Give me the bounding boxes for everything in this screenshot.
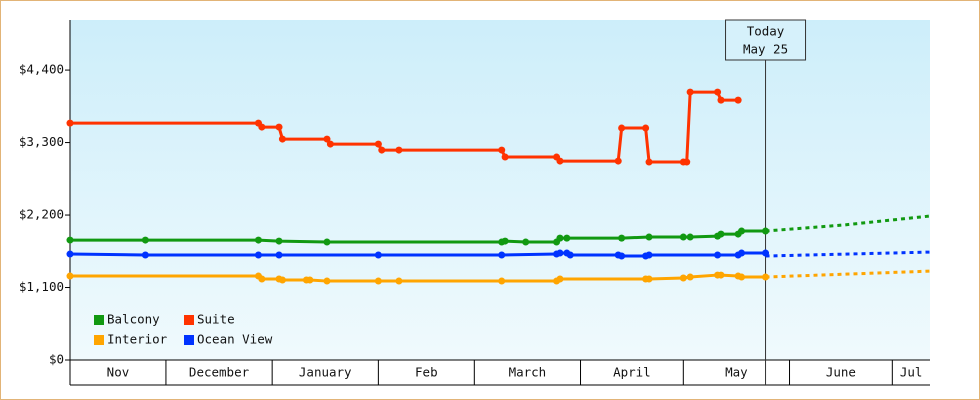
data-point [498,146,506,154]
data-point [618,252,626,260]
data-point [275,251,283,259]
y-tick-label: $1,100 [19,279,64,294]
forecast-line [765,250,931,258]
data-point [378,146,386,154]
data-point [717,271,725,279]
data-point [714,251,722,259]
data-point [614,157,622,165]
data-point [762,249,770,257]
data-point [258,123,266,131]
data-point [522,238,530,246]
y-tick-label: $0 [49,352,64,367]
data-point [66,119,74,127]
data-point [679,233,687,241]
data-point [679,274,687,282]
data-point [686,88,694,96]
data-point [66,236,74,244]
data-point [645,158,653,166]
data-point [762,227,770,235]
data-point [498,251,506,259]
data-point [556,234,564,242]
x-tick-label: Feb [415,365,438,380]
data-point [323,277,331,285]
today-label: May 25 [743,42,788,57]
data-point [278,135,286,143]
data-point [141,251,149,259]
data-point [645,233,653,241]
legend-swatch [94,315,104,325]
data-point [556,275,564,283]
data-point [738,227,746,235]
data-point [738,249,746,257]
data-point [395,277,403,285]
data-point [645,275,653,283]
forecast-line [765,269,931,279]
data-point [717,230,725,238]
data-point [254,236,262,244]
data-point [734,96,742,104]
data-point [683,158,691,166]
data-point [642,124,650,132]
data-point [501,237,509,245]
data-point [254,251,262,259]
data-point [323,135,331,143]
x-tick-label: Jul [900,365,923,380]
data-point [686,273,694,281]
legend-label: Ocean View [197,332,273,347]
today-box [725,19,807,61]
data-point [395,146,403,154]
legend-swatch [184,315,194,325]
data-point [323,238,331,246]
data-point [645,251,653,259]
data-point [498,277,506,285]
data-point [618,234,626,242]
data-point [618,124,626,132]
legend-label: Interior [107,332,168,347]
data-point [374,277,382,285]
data-point [717,96,725,104]
x-tick-label: January [299,365,352,380]
legend-swatch [94,335,104,345]
y-tick-label: $2,200 [19,207,64,222]
x-tick-label: April [613,365,651,380]
data-point [714,88,722,96]
data-point [66,272,74,280]
x-tick-label: March [509,365,547,380]
x-tick-label: May [725,365,748,380]
data-point [66,250,74,258]
x-tick-label: June [826,365,856,380]
data-point [762,273,770,281]
x-tick-label: December [189,365,250,380]
data-point [141,236,149,244]
plot-area [70,20,930,360]
legend-swatch [184,335,194,345]
data-point [258,275,266,283]
data-point [556,249,564,257]
data-point [566,251,574,259]
legend-label: Suite [197,312,235,327]
legend-label: Balcony [107,312,160,327]
data-point [275,123,283,131]
data-point [306,276,314,284]
today-label: Today [747,24,785,39]
data-point [374,140,382,148]
data-point [686,233,694,241]
x-tick-label: Nov [107,365,130,380]
data-point [501,153,509,161]
data-point [278,276,286,284]
data-point [738,273,746,281]
forecast-line [765,214,931,233]
data-point [326,140,334,148]
y-tick-label: $3,300 [19,134,64,149]
y-tick-label: $4,400 [19,62,64,77]
data-point [374,251,382,259]
data-point [556,157,564,165]
data-point [563,234,571,242]
data-point [275,237,283,245]
